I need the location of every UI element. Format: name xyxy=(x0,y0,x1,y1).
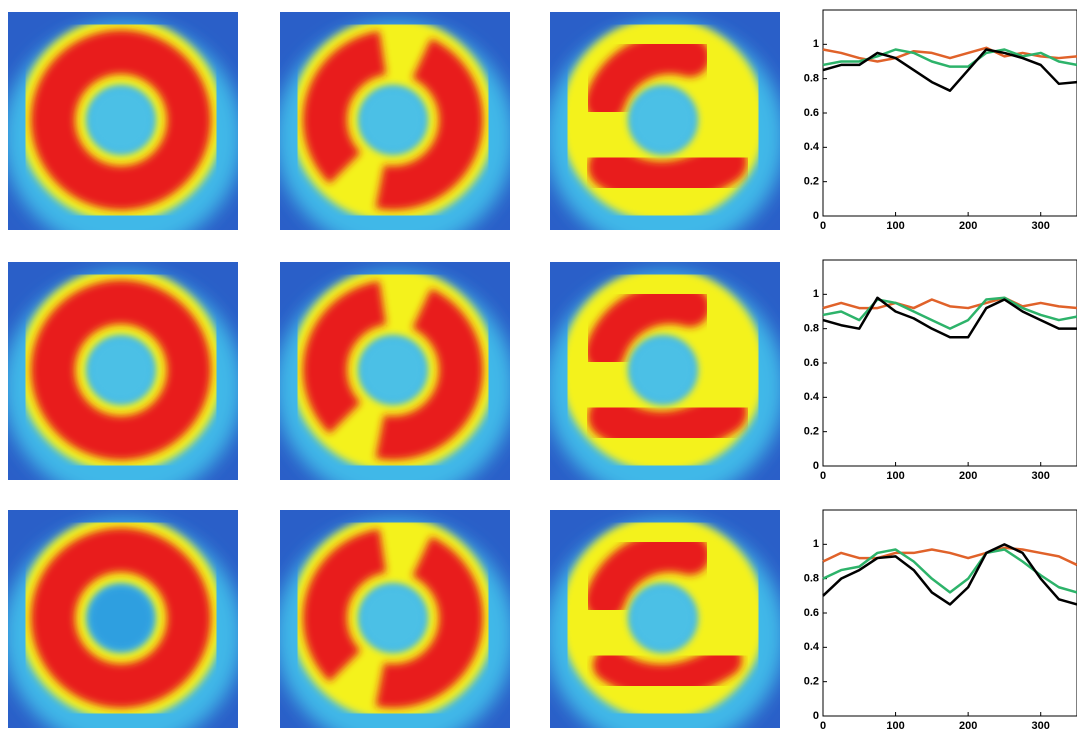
y-tick-label: 0.6 xyxy=(804,607,819,619)
series-line xyxy=(822,296,1077,330)
y-tick-label: 0.6 xyxy=(804,107,819,119)
plot-area xyxy=(822,9,1077,217)
y-tick-label: 0 xyxy=(813,210,819,222)
y-tick-label: 1 xyxy=(813,38,819,50)
heatmap-panel xyxy=(8,262,238,480)
x-tick-label: 300 xyxy=(1032,220,1050,232)
x-tick-label: 200 xyxy=(959,720,977,731)
y-tick-label: 0.2 xyxy=(804,176,819,188)
x-tick-label: 100 xyxy=(886,720,904,731)
line-chart: 0 0.2 0.4 0.6 0.8 1 0 100 200 300 xyxy=(804,9,1077,232)
y-tick-label: 0.4 xyxy=(804,141,820,153)
y-tick-label: 0 xyxy=(813,460,819,472)
x-tick-label: 100 xyxy=(886,220,904,232)
y-tick-label: 0.8 xyxy=(804,323,819,335)
y-tick-label: 0.2 xyxy=(804,426,819,438)
y-tick-label: 1 xyxy=(813,538,819,550)
y-tick-label: 0.4 xyxy=(804,641,820,653)
y-tick-label: 0.2 xyxy=(804,676,819,688)
x-tick-label: 200 xyxy=(959,220,977,232)
y-tick-label: 0.4 xyxy=(804,391,820,403)
heatmap-panel xyxy=(280,510,510,728)
plot-area xyxy=(822,259,1077,467)
plot-area xyxy=(822,509,1077,717)
y-tick-label: 0.8 xyxy=(804,573,819,585)
heatmap-panel xyxy=(280,12,510,230)
y-tick-label: 0.6 xyxy=(804,357,819,369)
line-chart: 0 0.2 0.4 0.6 0.8 1 0 100 200 300 xyxy=(804,509,1077,731)
heatmap-panel xyxy=(550,262,780,480)
series-line xyxy=(822,296,1077,339)
heatmap-panel xyxy=(280,262,510,480)
series-line xyxy=(822,296,1077,310)
x-tick-label: 300 xyxy=(1032,720,1050,731)
heatmap-panel xyxy=(550,510,780,728)
x-tick-label: 0 xyxy=(820,470,826,482)
y-tick-label: 0 xyxy=(813,710,819,722)
series-line xyxy=(822,48,1077,92)
x-tick-label: 100 xyxy=(886,470,904,482)
y-tick-label: 1 xyxy=(813,288,819,300)
series-line xyxy=(822,543,1077,606)
heatmap-panel xyxy=(550,12,780,230)
line-chart: 0 0.2 0.4 0.6 0.8 1 0 100 200 300 xyxy=(804,259,1077,482)
heatmap-panel xyxy=(8,12,238,230)
series-line xyxy=(822,546,1077,567)
x-tick-label: 200 xyxy=(959,470,977,482)
y-tick-label: 0.8 xyxy=(804,73,819,85)
x-tick-label: 300 xyxy=(1032,470,1050,482)
x-tick-label: 0 xyxy=(820,220,826,232)
heatmap-panel xyxy=(8,510,238,728)
x-tick-label: 0 xyxy=(820,720,826,731)
